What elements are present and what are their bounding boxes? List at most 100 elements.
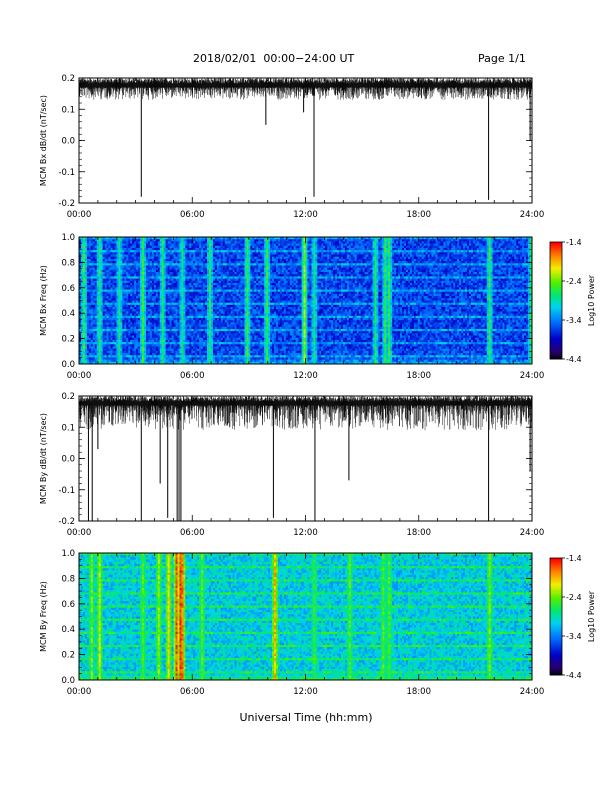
spectrogram-cell [488,241,492,244]
spectrogram-cell [340,256,344,260]
spectrogram-cell [333,237,336,240]
spectrogram-cell [459,237,462,240]
spectrogram-cell [461,254,464,258]
spectrogram-cell [370,241,373,244]
spectrogram-cell [528,247,531,251]
spectrogram-cell [451,254,454,258]
spectrogram-cell [490,254,494,258]
spectrogram-cell [486,256,490,260]
spectrogram-cell [451,245,454,249]
spectrogram-cell [496,256,499,260]
spectrogram-cell [220,239,224,242]
spectrogram-cell [185,258,188,262]
spectrogram-cell [132,243,135,247]
spectrogram-cell [86,254,90,258]
spectrogram-cell [124,258,127,262]
spectrogram-cell [354,243,358,247]
spectrogram-cell [216,252,220,255]
spectrogram-cell [421,239,425,242]
spectrogram-cell [301,256,304,260]
spectrogram-cell [421,241,425,244]
spectrogram-cell [98,239,102,242]
spectrogram-cell [463,256,466,260]
spectrogram-cell [394,237,397,240]
spectrogram-cell [356,245,360,249]
spectrogram-cell [291,237,295,240]
spectrogram-cell [415,258,419,262]
spectrogram-cell [128,261,131,264]
spectrogram-cell [496,237,499,240]
spectrogram-cell [459,241,462,244]
spectrogram-cell [163,252,167,255]
spectrogram-cell [205,258,208,262]
spectrogram-cell [234,250,237,253]
spectrogram-cell [193,252,196,255]
spectrogram-cell [291,254,295,258]
spectrogram-cell [262,237,265,240]
spectrogram-cell [388,243,391,247]
spectrogram-cell [295,245,299,249]
spectrogram-cell [145,252,149,255]
spectrogram-cell [429,256,432,260]
spectrogram-cell [142,252,145,255]
spectrogram-cell [80,237,84,240]
spectrogram-cell [90,250,94,253]
spectrogram-cell [335,245,338,249]
spectrogram-cell [289,245,293,249]
spectrogram-cell [88,252,92,255]
spectrogram-cell [291,250,295,253]
spectrogram-cell [138,247,141,251]
spectrogram-cell [461,241,464,244]
spectrogram-cell [411,252,415,255]
spectrogram-cell [193,237,196,240]
spectrogram-cell [149,252,153,255]
spectrogram-cell [268,245,271,249]
spectrogram-cell [337,256,340,260]
spectrogram-cell [313,254,316,258]
spectrogram-cell [212,252,216,255]
spectrogram-cell [224,237,228,240]
spectrogram-cell [88,237,92,240]
spectrogram-cell [354,261,358,264]
spectrogram-cell [329,252,332,255]
spectrogram-cell [358,261,362,264]
spectrogram-cell [494,245,497,249]
spectrogram-cell [453,245,456,249]
spectrogram-cell [398,243,401,247]
spectrogram-cell [370,247,373,251]
spectrogram-cell [236,256,239,260]
spectrogram-cell [234,258,237,262]
spectrogram-cell [403,254,407,258]
spectrogram-cell [356,239,360,242]
spectrogram-cell [376,241,379,244]
spectrogram-cell [500,258,503,262]
spectrogram-cell [108,239,111,242]
spectrogram-cell [437,256,440,260]
spectrogram-cell [80,241,84,244]
spectrogram-cell [386,250,389,253]
spectrogram-cell [289,258,293,262]
spectrogram-cell [484,256,488,260]
spectrogram-cell [459,258,462,262]
spectrogram-cell [165,254,169,258]
spectrogram-cell [443,237,446,240]
spectrogram-cell [171,254,174,258]
spectrogram-cell [96,241,100,244]
spectrogram-cell [516,250,519,253]
spectrogram-cell [508,247,511,251]
spectrogram-cell [124,245,127,249]
spectrogram-cell [270,237,273,240]
spectrogram-cell [394,256,397,260]
spectrogram-cell [199,243,202,247]
spectrogram-cell [376,252,379,255]
spectrogram-cell [218,237,222,240]
spectrogram-cell [453,239,456,242]
spectrogram-cell [287,239,291,242]
spectrogram-cell [423,254,427,258]
spectrogram-cell [299,256,302,260]
spectrogram-cell [423,237,427,240]
spectrogram-cell [327,261,330,264]
spectrogram-cell [384,243,387,247]
spectrogram-cell [325,245,328,249]
spectrogram-cell [203,261,206,264]
